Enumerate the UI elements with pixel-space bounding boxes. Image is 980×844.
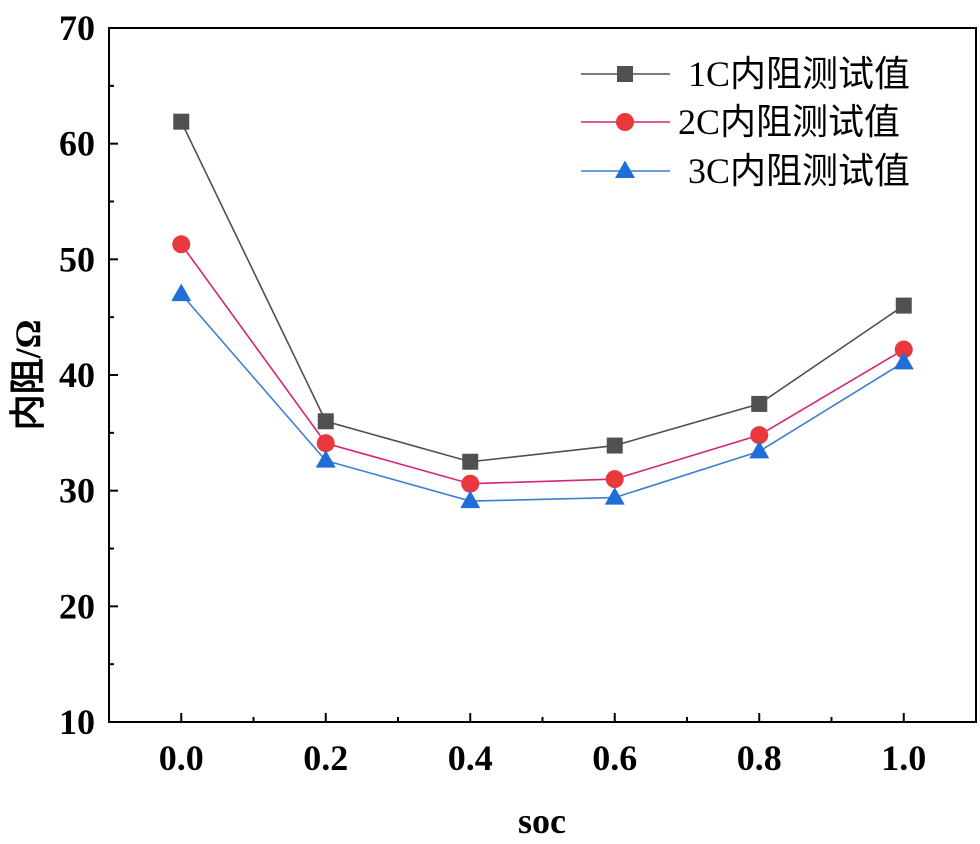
data-point xyxy=(461,474,480,493)
legend-entry: 2C内阻测试值 xyxy=(581,102,900,142)
legend-marker xyxy=(617,66,633,82)
data-point xyxy=(604,487,625,505)
legend-entry: 1C内阻测试值 xyxy=(581,54,910,94)
series xyxy=(171,113,914,509)
y-tick-label: 20 xyxy=(59,586,95,626)
data-point xyxy=(171,283,192,302)
legend: 1C内阻测试值 2C内阻测试值 3C内阻测试值 xyxy=(581,54,910,191)
y-axis-title: 内阻/Ω xyxy=(8,320,48,431)
y-tick-label: 10 xyxy=(59,702,95,742)
x-tick-label: 0.0 xyxy=(159,738,204,778)
x-tick-label: 0.6 xyxy=(592,738,637,778)
data-point xyxy=(751,395,768,412)
x-axis-title: soc xyxy=(518,801,566,841)
y-tick-label: 40 xyxy=(59,355,95,395)
data-point xyxy=(895,297,912,314)
data-point xyxy=(750,426,769,445)
y-tick-label: 50 xyxy=(59,239,95,279)
series-line xyxy=(180,243,905,485)
data-point xyxy=(172,235,191,254)
data-point xyxy=(315,450,336,468)
x-tick-label: 0.4 xyxy=(448,738,493,778)
series-2 xyxy=(172,235,913,493)
data-point xyxy=(317,413,334,430)
series-1 xyxy=(173,113,912,470)
series-line xyxy=(180,121,905,463)
series-line xyxy=(180,293,905,502)
x-tick-label: 0.2 xyxy=(303,738,348,778)
data-point xyxy=(173,113,190,130)
y-tick-label: 70 xyxy=(59,8,95,48)
legend-marker xyxy=(615,160,635,179)
series-3 xyxy=(171,283,914,509)
data-point xyxy=(893,351,914,370)
legend-label: 2C内阻测试值 xyxy=(678,102,900,142)
x-tick-label: 1.0 xyxy=(881,738,926,778)
legend-label: 3C内阻测试值 xyxy=(688,151,910,191)
data-point xyxy=(460,490,481,509)
data-point xyxy=(316,434,335,453)
ticks: 10 20 30 40 50 60 70 0.0 0.2 0.4 0.6 0.8 1.0 xyxy=(59,8,926,778)
y-tick-label: 30 xyxy=(59,471,95,511)
data-point xyxy=(894,340,913,359)
legend-entry: 3C内阻测试值 xyxy=(581,151,910,191)
data-point xyxy=(462,453,479,470)
y-tick-label: 60 xyxy=(59,124,95,164)
legend-marker xyxy=(616,113,634,131)
data-point xyxy=(605,470,624,489)
legend-label: 1C内阻测试值 xyxy=(688,54,910,94)
x-tick-label: 0.8 xyxy=(737,738,782,778)
data-point xyxy=(749,440,770,459)
data-point xyxy=(606,437,623,454)
